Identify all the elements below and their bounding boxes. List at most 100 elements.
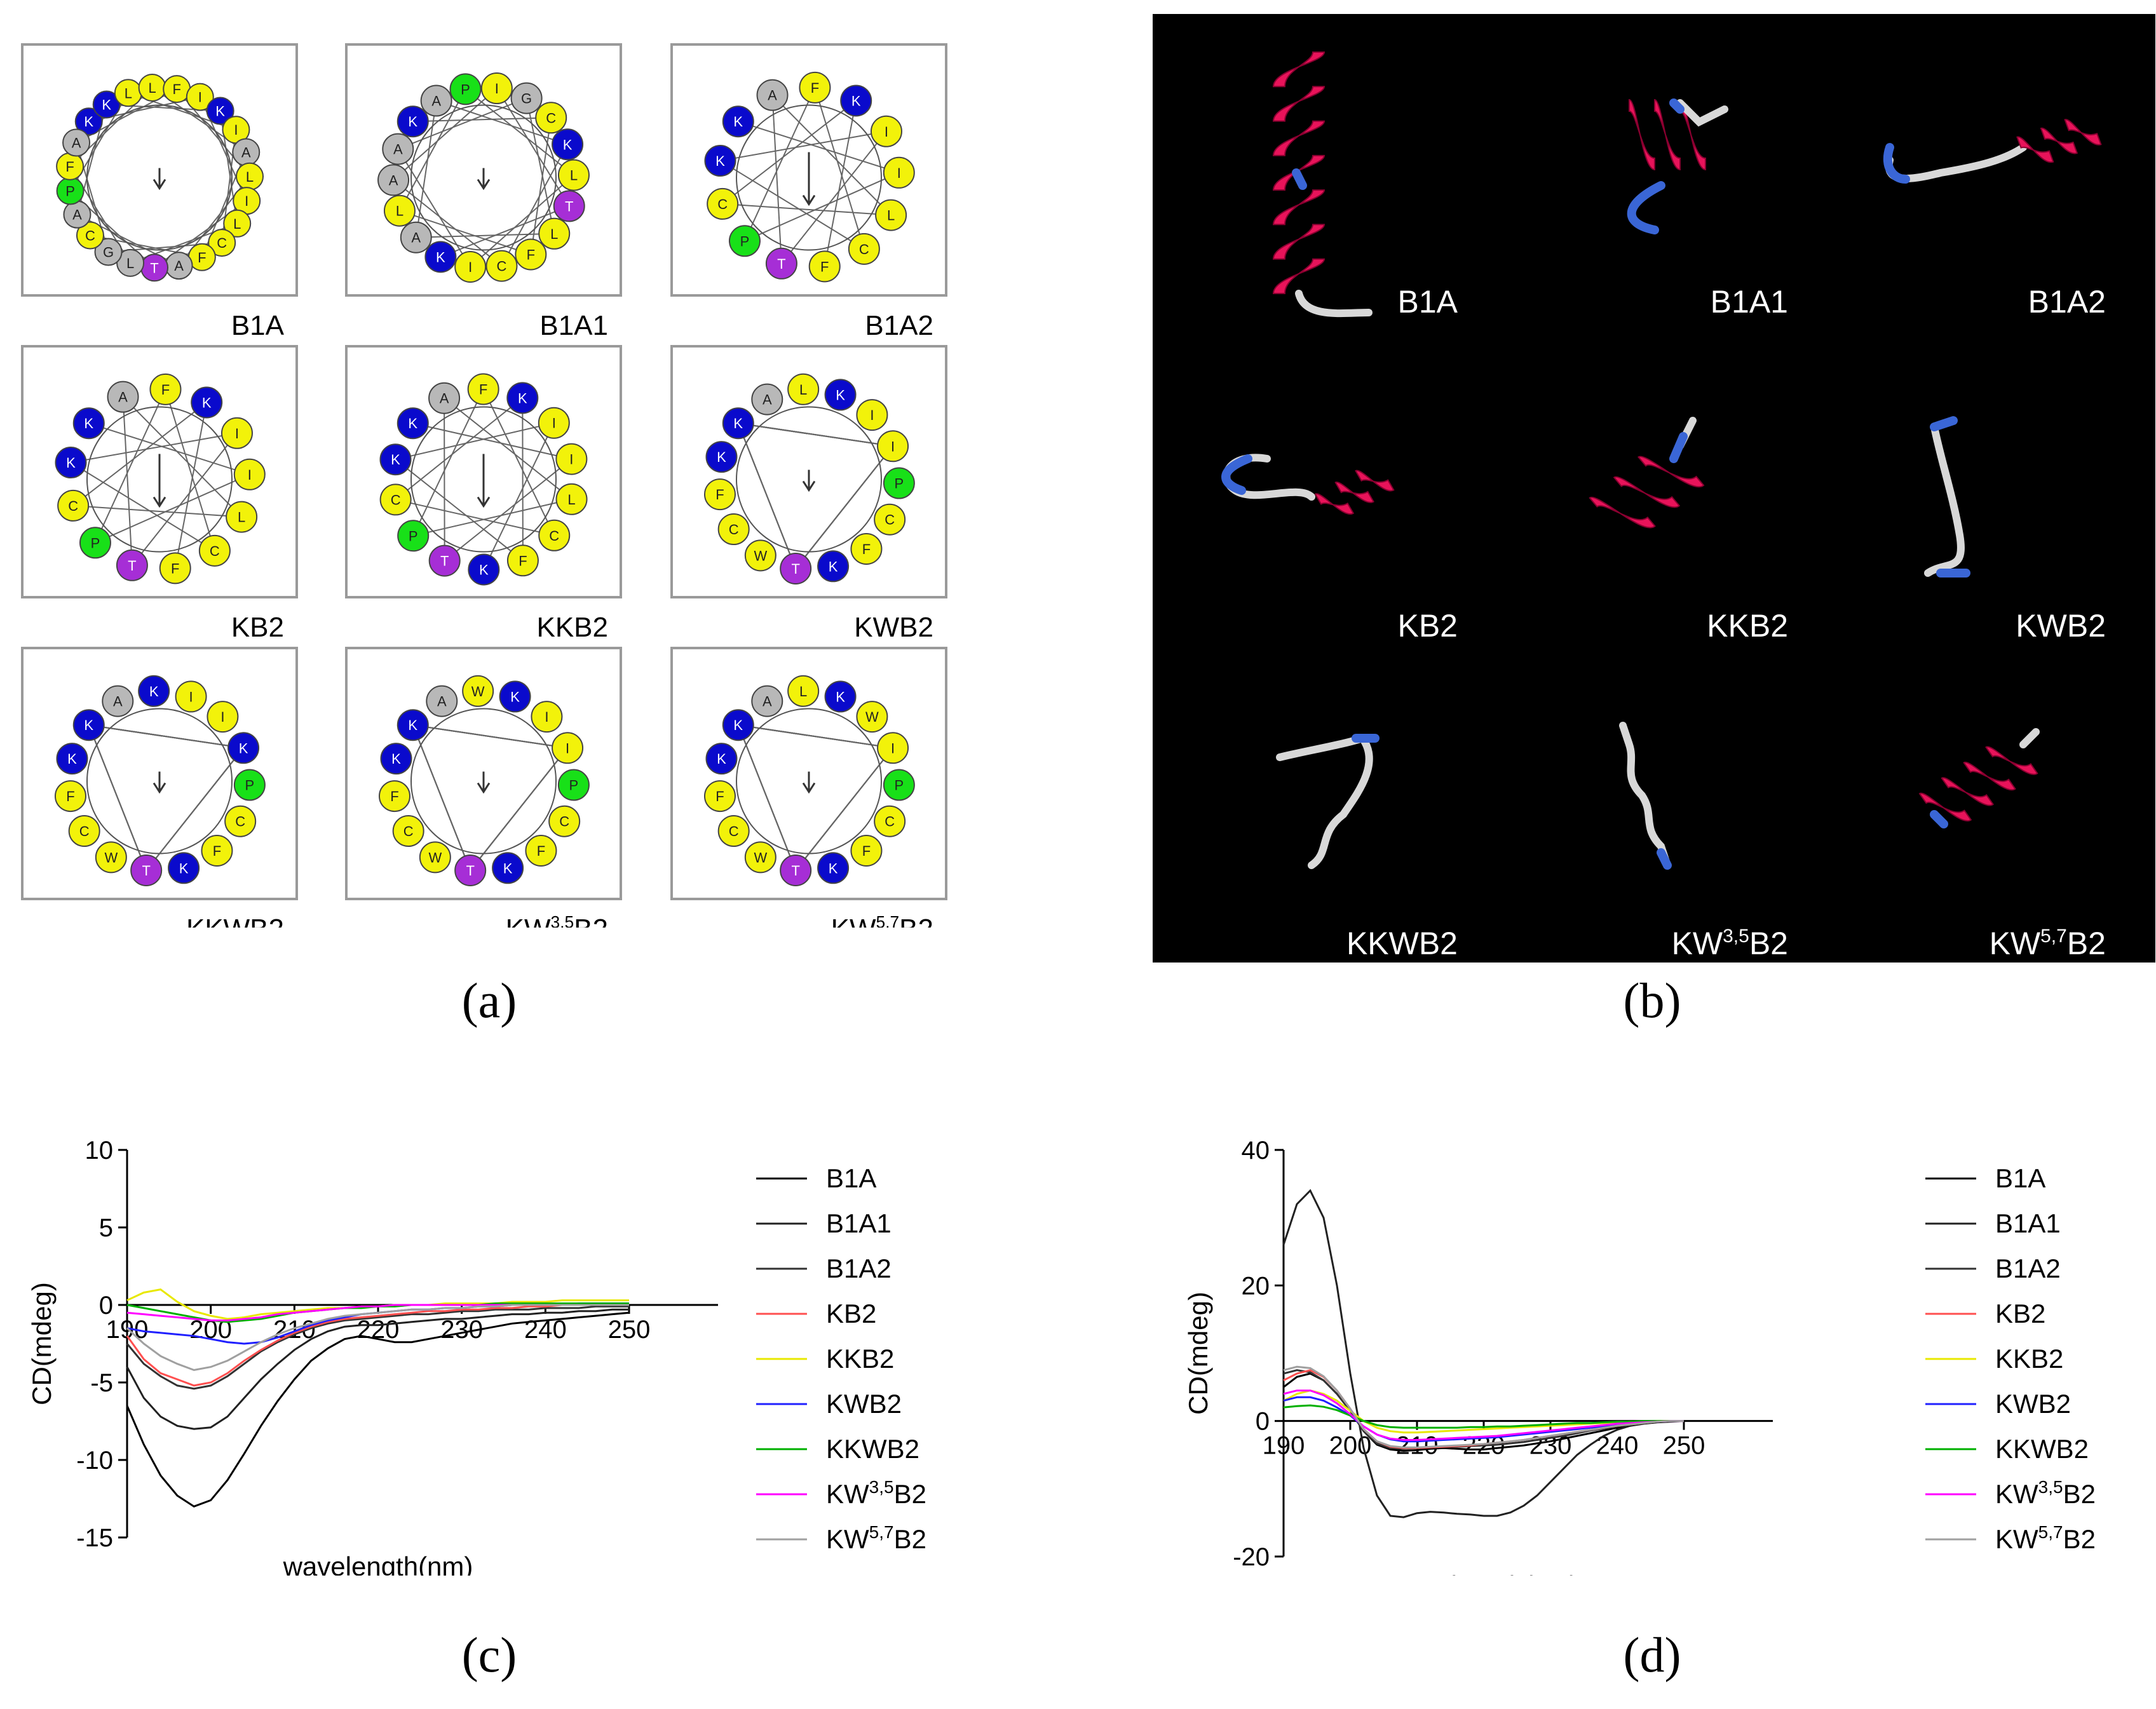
svg-text:W: W xyxy=(428,849,442,865)
structure-panel: B1A B1A1 B1A2 KB2 KKB2 KWB2 KKWB2 KW3,5B2 KW5,7B… xyxy=(1153,14,2155,963)
svg-text:K: K xyxy=(84,415,93,431)
svg-text:I: I xyxy=(235,426,239,442)
residue: K xyxy=(191,386,223,419)
svg-text:I: I xyxy=(495,81,499,97)
residue: K xyxy=(168,852,200,884)
residue: L xyxy=(116,248,145,277)
residue: L xyxy=(223,209,252,238)
x-tick-label: 190 xyxy=(1263,1432,1305,1460)
svg-text:K: K xyxy=(66,455,76,471)
residue: I xyxy=(555,443,588,475)
residue: W xyxy=(856,701,888,733)
svg-text:KKWB2: KKWB2 xyxy=(826,1434,919,1464)
svg-text:W: W xyxy=(754,548,767,564)
residue: K xyxy=(722,709,754,741)
residue: A xyxy=(420,84,452,117)
y-tick-label: 0 xyxy=(99,1292,113,1320)
residue: P xyxy=(397,520,430,552)
y-tick-label: 40 xyxy=(1242,1137,1270,1165)
residue: L xyxy=(235,162,264,191)
svg-text:B1A2: B1A2 xyxy=(1995,1253,2061,1283)
residue: K xyxy=(56,743,88,775)
residue: L xyxy=(114,79,142,107)
series-line xyxy=(126,1311,630,1508)
legend-entry: KKB2 xyxy=(756,1344,894,1374)
residue: K xyxy=(824,379,857,411)
svg-text:K: K xyxy=(836,387,845,403)
residue: C xyxy=(485,250,518,282)
y-tick-label: -15 xyxy=(76,1524,113,1552)
residue: L xyxy=(383,194,416,227)
residue: A xyxy=(426,685,458,717)
svg-text:L: L xyxy=(238,510,245,525)
legend-entry: KKWB2 xyxy=(1925,1434,2089,1464)
residue: K xyxy=(468,553,500,586)
residue: G xyxy=(510,82,543,114)
svg-text:F: F xyxy=(66,788,74,804)
svg-text:L: L xyxy=(148,80,156,96)
svg-text:KB2: KB2 xyxy=(1995,1299,2045,1328)
svg-text:K: K xyxy=(67,751,77,767)
legend-entry: B1A1 xyxy=(756,1208,892,1238)
svg-text:L: L xyxy=(125,85,132,101)
series-line xyxy=(126,1305,629,1390)
figure-label: B1A2 xyxy=(2028,284,2106,320)
svg-text:K: K xyxy=(829,558,838,574)
residue: C xyxy=(874,805,906,837)
figure-label: B1A1 xyxy=(539,310,608,341)
residue: I xyxy=(552,732,584,764)
svg-text:K: K xyxy=(84,114,93,130)
residue: C xyxy=(379,483,412,516)
svg-text:K: K xyxy=(102,97,111,112)
svg-text:L: L xyxy=(126,255,134,271)
svg-text:K: K xyxy=(715,153,725,169)
svg-text:I: I xyxy=(891,740,895,756)
svg-text:K: K xyxy=(717,751,726,767)
svg-text:B1A1: B1A1 xyxy=(826,1208,892,1238)
svg-text:F: F xyxy=(862,843,871,859)
residue: C xyxy=(535,102,567,134)
svg-text:K: K xyxy=(215,104,225,119)
svg-text:T: T xyxy=(565,198,573,214)
residue: P xyxy=(883,769,915,801)
svg-text:F: F xyxy=(527,247,535,262)
residue: I xyxy=(175,680,207,713)
legend-entry: B1A xyxy=(1925,1163,2045,1193)
svg-text:C: C xyxy=(217,235,227,251)
svg-text:L: L xyxy=(550,226,558,242)
residue: K xyxy=(552,128,584,161)
svg-text:K: K xyxy=(851,93,861,109)
svg-text:W: W xyxy=(754,849,767,865)
residue: A xyxy=(377,164,410,196)
svg-text:K: K xyxy=(202,395,212,410)
svg-text:I: I xyxy=(189,689,193,705)
panel-b-caption: (b) xyxy=(1623,973,1681,1028)
residue: A xyxy=(102,685,134,717)
svg-text:KKB2: KKB2 xyxy=(1995,1344,2063,1374)
svg-text:K: K xyxy=(239,740,248,756)
figure-label: KKWB2 xyxy=(1346,926,1458,961)
series-line xyxy=(126,1308,629,1430)
svg-text:A: A xyxy=(72,207,82,223)
residue: F xyxy=(525,834,557,867)
svg-text:P: P xyxy=(65,184,75,199)
svg-text:C: C xyxy=(729,823,739,839)
svg-text:G: G xyxy=(521,91,532,107)
svg-text:K: K xyxy=(479,562,489,578)
residue: A xyxy=(232,138,261,166)
svg-text:T: T xyxy=(791,863,799,879)
legend-entry: KKB2 xyxy=(1925,1344,2063,1374)
residue: T xyxy=(130,854,163,886)
residue: K xyxy=(92,90,121,119)
legend-entry: KW3,5B2 xyxy=(1925,1477,2096,1509)
svg-text:T: T xyxy=(466,863,474,879)
svg-text:KB2: KB2 xyxy=(826,1299,876,1328)
svg-text:F: F xyxy=(198,250,206,266)
legend-entry: KB2 xyxy=(756,1299,876,1328)
series-line xyxy=(1282,1189,1684,1518)
svg-text:A: A xyxy=(763,694,772,710)
svg-text:I: I xyxy=(566,740,569,756)
residue: T xyxy=(140,253,169,282)
